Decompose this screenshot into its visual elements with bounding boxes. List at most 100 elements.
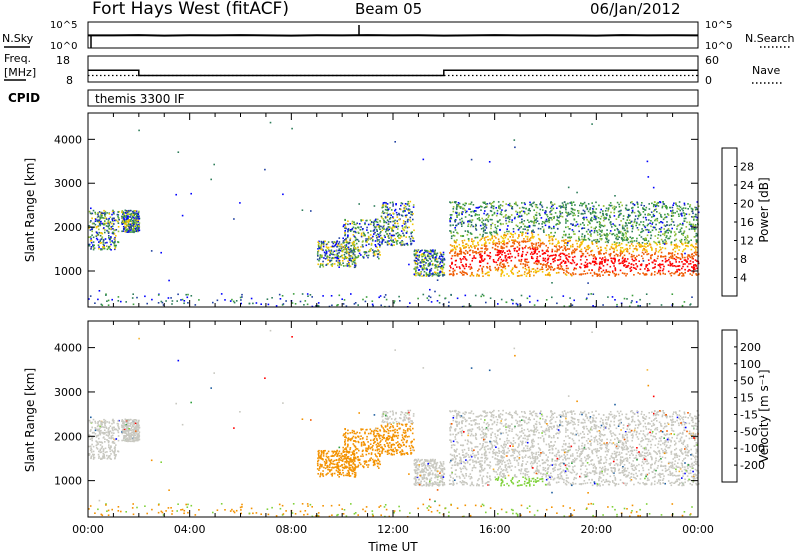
power-point [517,237,519,239]
power-point [376,230,378,232]
power-point [329,251,331,253]
power-point [515,211,517,213]
power-point [563,269,565,271]
power-point [572,212,574,214]
power-point [629,222,631,224]
power-point [484,258,486,260]
power-point [310,294,312,296]
power-point [682,224,684,226]
power-point [637,272,639,274]
power-point [461,272,463,274]
power-point [392,203,394,205]
power-point [429,269,431,271]
power-point [375,240,377,242]
power-point [122,222,124,224]
power-point [280,298,282,300]
y-tick-label: 3000 [54,177,82,190]
power-point [592,243,594,245]
power-point [364,224,366,226]
power-point [611,246,613,248]
power-point [322,295,324,297]
power-point [498,243,500,245]
power-point [572,272,574,274]
velocity-point [91,455,93,457]
power-point [135,210,137,212]
power-point [367,257,369,259]
power-point [99,232,101,234]
power-point [360,246,362,248]
power-point [654,201,656,203]
power-point [633,255,635,257]
power-point [693,228,695,230]
power-point [548,226,550,228]
velocity-point [98,429,100,431]
power-point [490,256,492,258]
power-point [596,242,598,244]
power-point [109,213,111,215]
power-point [458,214,460,216]
power-point [609,272,611,274]
velocity-point [118,440,120,442]
power-point [642,258,644,260]
power-point [573,201,575,203]
power-point [462,265,464,267]
power-point [104,229,106,231]
power-point [353,249,355,251]
power-point [559,211,561,213]
power-point [353,234,355,236]
power-point [595,202,597,204]
power-point [524,220,526,222]
power-point [637,206,639,208]
power-point [624,261,626,263]
power-point [402,227,404,229]
power-point [580,224,582,226]
power-point [677,226,679,228]
power-point [380,226,382,228]
power-point [626,205,628,207]
power-point [560,256,562,258]
power-point [184,300,186,302]
power-point [685,213,687,215]
power-point [464,256,466,258]
power-point [606,229,608,231]
power-point [433,258,435,260]
power-point [663,273,665,275]
power-point [555,239,557,241]
power-point [561,262,563,264]
power-point [645,227,647,229]
power-point [251,298,253,300]
power-point [655,206,657,208]
power-point [672,210,674,212]
power-point [553,228,555,230]
power-point [343,242,345,244]
power-point [570,245,572,247]
power-point [653,260,655,262]
power-point [585,262,587,264]
power-point [89,211,91,213]
power-point [685,248,687,250]
power-point [604,272,606,274]
power-point [424,264,426,266]
power-point [475,295,477,297]
power-point [350,238,352,240]
power-point [346,239,348,241]
power-point [560,268,562,270]
power-point [536,218,538,220]
power-point [337,253,339,255]
power-point [391,240,393,242]
power-point [581,249,583,251]
power-point [450,267,452,269]
power-point [449,270,451,272]
power-point [633,222,635,224]
power-point [481,221,483,223]
power-point [356,257,358,259]
power-point [625,223,627,225]
power-point [614,273,616,275]
power-point [487,248,489,250]
beam-label: Beam 05 [355,0,422,18]
power-point [675,261,677,263]
power-point [657,220,659,222]
power-point [577,246,579,248]
power-point [271,297,273,299]
power-point [500,211,502,213]
